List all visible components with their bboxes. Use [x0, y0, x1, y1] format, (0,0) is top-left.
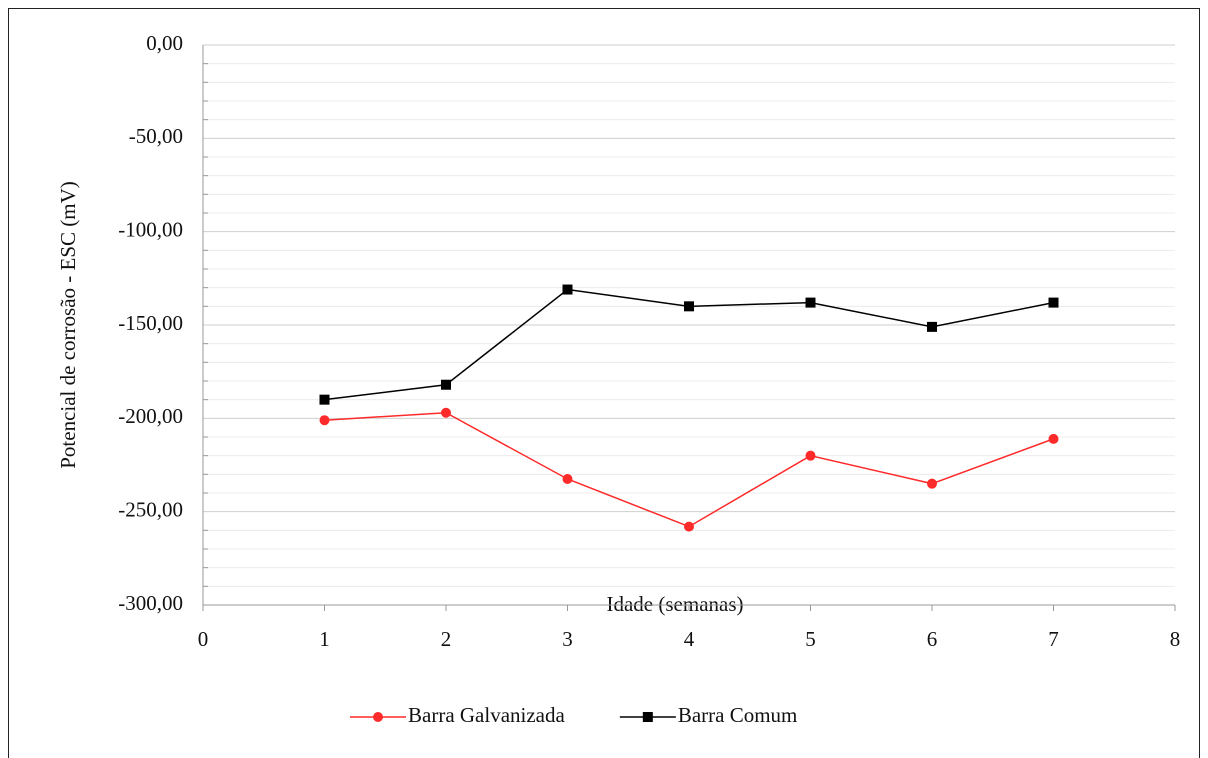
x-tick-label: 2 [441, 627, 452, 651]
y-tick-label: -100,00 [118, 217, 183, 241]
data-point [684, 301, 694, 312]
x-tick-label: 6 [927, 627, 938, 651]
data-point [319, 415, 330, 426]
y-tick-label: 0,00 [146, 31, 183, 55]
series-line [324, 411, 1054, 528]
data-point [441, 407, 451, 418]
data-point [805, 450, 816, 461]
legend-label: Barra Galvanizada [408, 703, 566, 727]
y-tick-label: -150,00 [118, 311, 183, 335]
data-point [1048, 297, 1059, 308]
chart-border [8, 8, 1200, 758]
x-tick-label: 4 [684, 627, 695, 651]
data-point [562, 474, 573, 484]
y-axis-title: Potencial de corrosão - ESC (mV) [56, 181, 80, 469]
x-tick-label: 3 [562, 627, 573, 651]
x-tick-label: 1 [319, 627, 330, 651]
x-axis-title: Idade (semanas) [606, 592, 743, 616]
legend-marker [642, 712, 653, 722]
y-tick-label: -200,00 [118, 404, 183, 428]
y-tick-label: -300,00 [118, 591, 183, 615]
x-tick-label: 7 [1048, 627, 1059, 651]
data-point [562, 284, 573, 295]
data-point [927, 321, 937, 332]
y-tick-label: -250,00 [118, 497, 183, 521]
data-point [684, 521, 694, 532]
legend-marker [373, 712, 383, 722]
data-point [805, 297, 816, 308]
x-tick-label: 5 [805, 627, 816, 651]
y-tick-label: -50,00 [129, 124, 183, 148]
data-point [441, 379, 451, 390]
x-tick-label: 0 [198, 627, 209, 651]
legend-label: Barra Comum [678, 703, 798, 727]
data-point [1048, 433, 1059, 444]
data-point [319, 394, 330, 405]
x-tick-label: 8 [1170, 627, 1181, 651]
data-point [927, 478, 937, 489]
